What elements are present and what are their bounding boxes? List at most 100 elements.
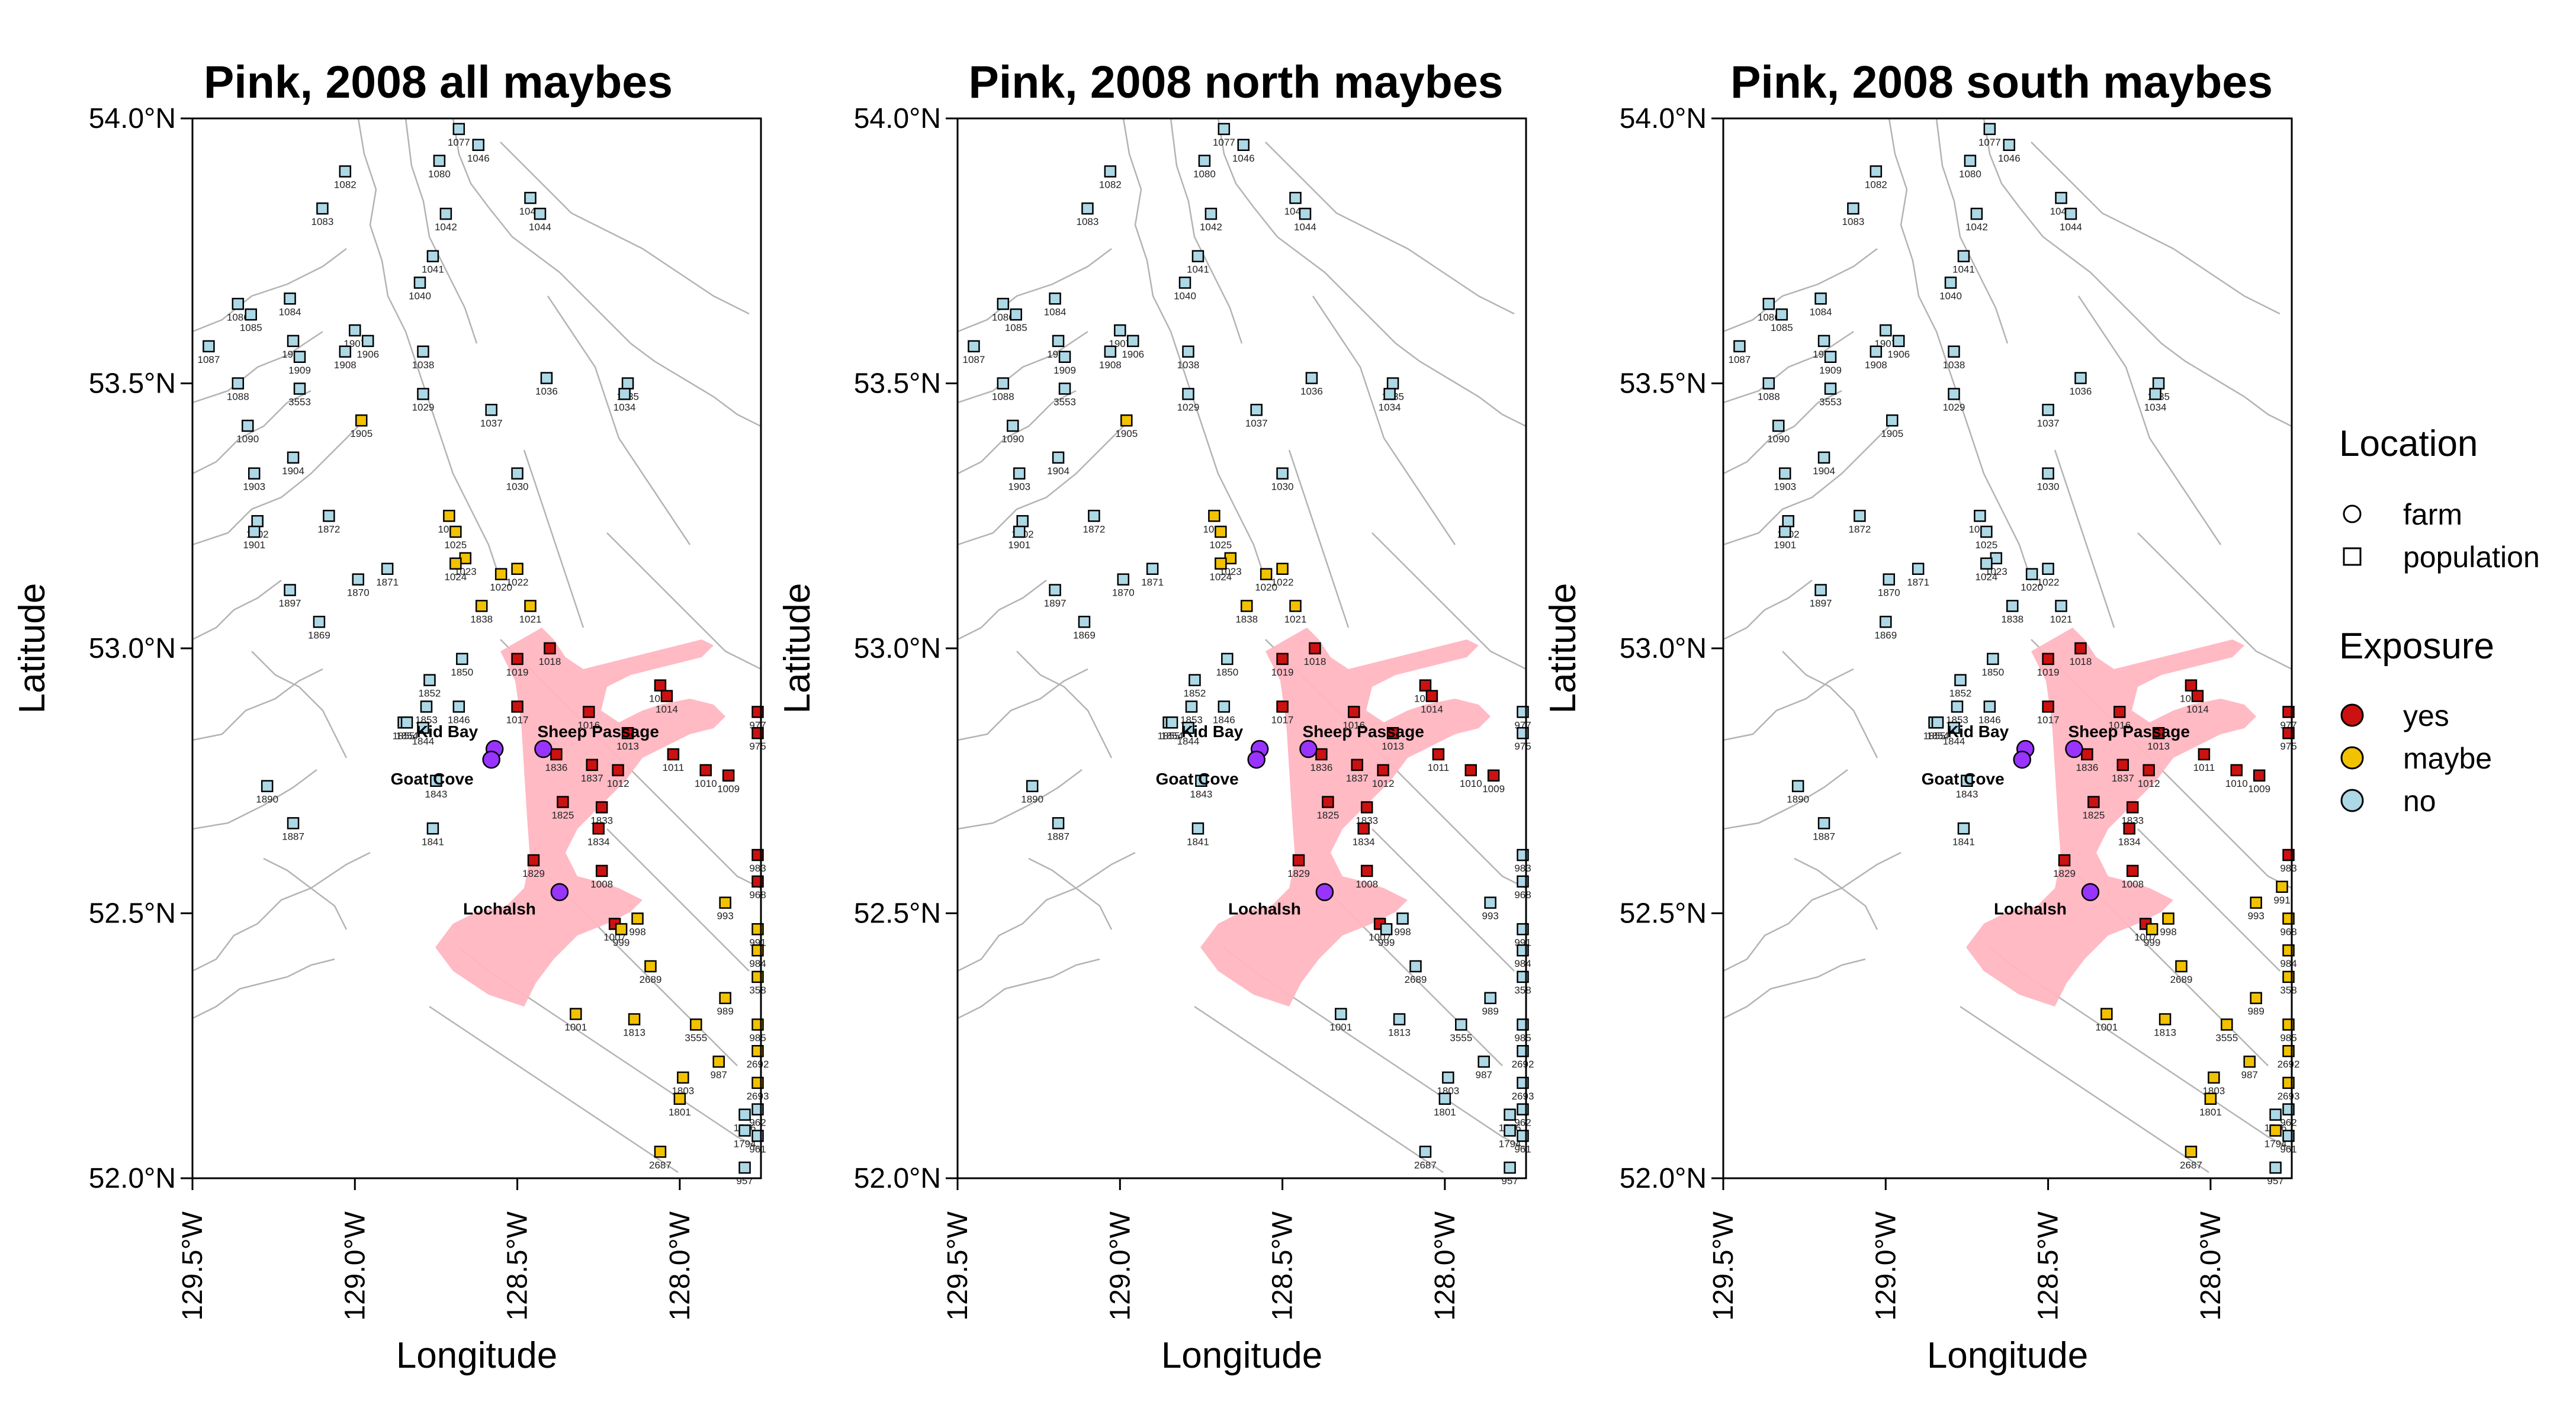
route-area [1200, 628, 1491, 1007]
population-marker [287, 451, 300, 464]
population-id-label: 1042 [1965, 221, 1988, 233]
population-marker [2143, 764, 2155, 777]
population-id-label: 1897 [279, 598, 301, 609]
population-id-label: 1034 [2144, 401, 2167, 413]
population-marker [2250, 992, 2262, 1004]
coastline-segment [1723, 426, 1890, 546]
coastline-segment [1371, 532, 1527, 670]
coastline-segment [1723, 769, 1848, 830]
population-marker [550, 748, 563, 761]
population-id-label: 1021 [1284, 613, 1307, 625]
population-marker [1377, 764, 1389, 777]
population-marker [1250, 404, 1263, 416]
population-marker [420, 700, 433, 713]
population-id-label: 1020 [1255, 582, 1277, 593]
coastline-segment [1723, 390, 1842, 475]
population-id-label: 993 [2247, 911, 2264, 922]
population-id-label: 1037 [2037, 417, 2060, 429]
population-id-label: 1855 [1923, 730, 1946, 741]
population-id-label: 1010 [2225, 778, 2248, 789]
population-id-label: 1010 [695, 778, 717, 789]
population-marker [2149, 388, 2161, 400]
population-id-label: 1897 [1810, 598, 1832, 609]
population-id-label: 1904 [1047, 465, 1069, 477]
population-id-label: 1029 [1177, 401, 1200, 413]
population-marker [417, 345, 429, 358]
population-id-label: 1850 [1981, 667, 2004, 678]
population-marker [511, 652, 523, 666]
population-id-label: 983 [1514, 863, 1531, 874]
population-marker [1951, 700, 1964, 713]
population-id-label: 1018 [1304, 656, 1326, 667]
population-id-label: 957 [1501, 1175, 1518, 1187]
population-marker [1088, 510, 1100, 522]
population-marker [2055, 600, 2067, 612]
population-id-label: 1852 [1949, 688, 1972, 699]
population-id-label: 1021 [2050, 613, 2073, 625]
population-marker [1772, 419, 1785, 432]
coastline-segment [1782, 651, 1878, 758]
population-id-label: 962 [749, 1117, 766, 1129]
population-marker [615, 923, 628, 935]
coastline-segment [452, 118, 762, 427]
panel-axes: 129.5°W 129.0°W 128.5°W 128.0°W 54.0°N 53.5°N… [12, 103, 696, 1376]
population-id-label: 1090 [236, 433, 259, 445]
coastline-segment [429, 1005, 679, 1174]
population-id-label: 1834 [1353, 836, 1375, 847]
population-marker [293, 382, 306, 395]
population-marker [524, 192, 537, 204]
population-id-label: 983 [2280, 863, 2296, 874]
population-marker [968, 340, 980, 353]
population-marker [997, 298, 1010, 310]
population-id-label: 1909 [1053, 365, 1076, 376]
population-marker [2276, 880, 2288, 893]
population-marker [595, 864, 608, 877]
population-id-label: 2689 [2170, 974, 2193, 985]
population-marker [232, 298, 245, 310]
population-marker [2055, 192, 2067, 204]
population-id-label: 993 [1482, 911, 1498, 922]
population-id-label: 1016 [1342, 719, 1365, 731]
population-id-label: 1022 [506, 577, 529, 588]
population-id-label: 1905 [1115, 428, 1138, 439]
population-id-label: 1908 [1865, 359, 1887, 371]
population-id-label: 1904 [1813, 465, 1835, 477]
population-id-label: 1855 [393, 730, 415, 741]
population-marker [284, 292, 296, 305]
population-id-label: 1019 [506, 667, 529, 678]
coastline-segment [1888, 118, 2032, 581]
population-marker [2269, 1124, 2282, 1137]
population-id-label: 1046 [1998, 153, 2021, 164]
population-marker [1425, 690, 1438, 702]
population-id-label: 962 [2280, 1117, 2296, 1129]
x-tick-label: 128.5°W [1267, 1211, 1299, 1320]
population-marker [1778, 467, 1791, 480]
population-marker [1504, 1124, 1516, 1137]
population-marker [2087, 796, 2100, 808]
population-id-label: 1083 [311, 216, 334, 227]
population-marker [1299, 207, 1312, 220]
population-id-label: 1025 [1975, 539, 1997, 551]
population-marker [2074, 372, 2087, 384]
population-marker [1775, 308, 1788, 321]
farm-marker [482, 750, 500, 769]
population-marker [1817, 335, 1830, 348]
population-marker [2230, 764, 2243, 777]
population-id-label: 1009 [717, 783, 740, 795]
population-marker [2003, 139, 2015, 151]
population-marker [1052, 451, 1065, 464]
population-id-label: 2687 [1414, 1159, 1437, 1171]
population-id-label: 985 [1514, 1032, 1531, 1043]
population-marker [1104, 345, 1117, 358]
population-id-label: 1872 [1848, 523, 1871, 535]
y-tick-label: 52.0°N [89, 1163, 176, 1194]
population-id-label: 1825 [2082, 810, 2105, 821]
y-axis-label: Latitude [12, 583, 53, 714]
farm-marker [550, 883, 569, 901]
population-marker [430, 774, 442, 787]
population-marker [621, 377, 634, 390]
population-id-label: 1030 [2037, 481, 2060, 493]
population-marker [248, 467, 261, 480]
population-marker [1208, 510, 1220, 522]
x-tick-label: 128.5°W [502, 1211, 534, 1320]
